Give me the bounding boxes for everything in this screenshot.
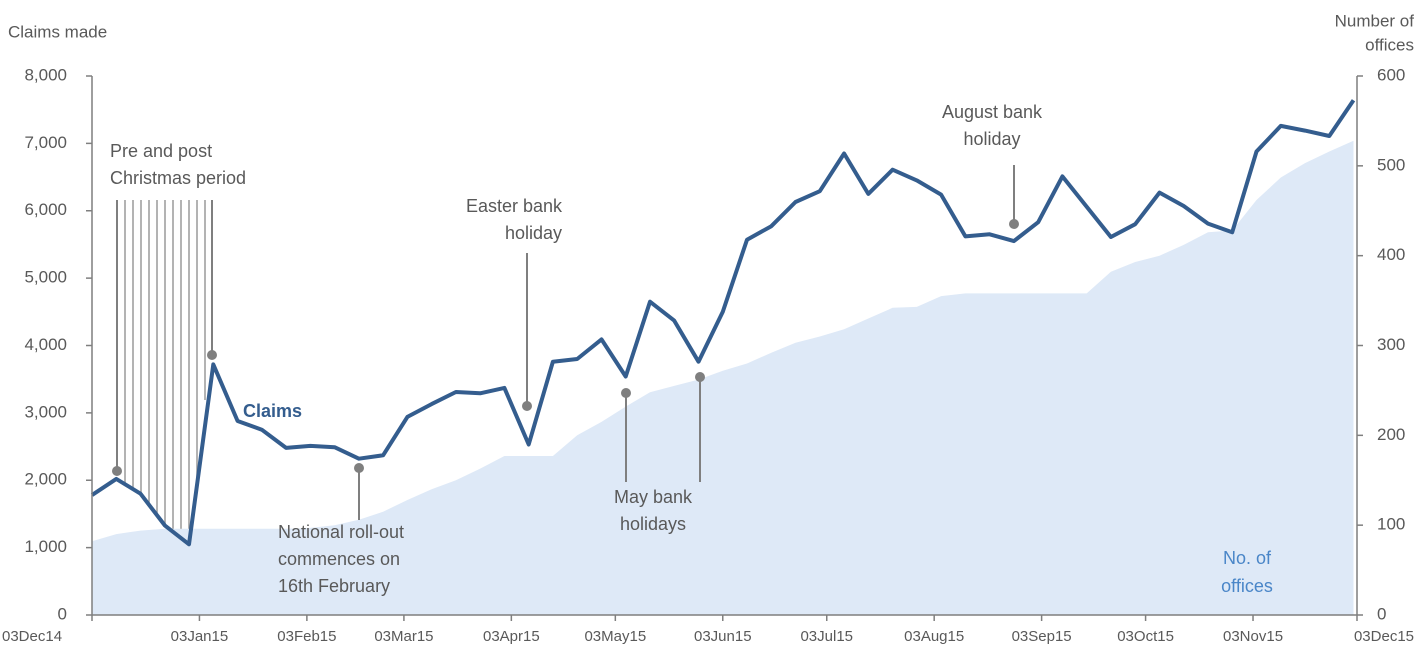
y-tick-label: 0 <box>58 604 67 623</box>
annotation-dot <box>621 388 631 398</box>
y-tick-label: 6,000 <box>24 200 67 219</box>
annotation: commences on <box>278 549 400 569</box>
y2-axis-title: offices <box>1365 35 1414 54</box>
x-tick-label: 03May15 <box>584 628 646 645</box>
y2-tick-label: 600 <box>1377 65 1405 84</box>
annotation: August bank <box>942 102 1043 122</box>
annotation: National roll-out <box>278 522 404 542</box>
y2-axis-title: Number of <box>1335 11 1415 30</box>
x-tick-label: 03Apr15 <box>483 628 540 645</box>
y-tick-label: 3,000 <box>24 402 67 421</box>
y-axis-title: Claims made <box>8 22 107 41</box>
y-tick-label: 5,000 <box>24 268 67 287</box>
annotation-dot <box>354 463 364 473</box>
annotation-dot <box>522 401 532 411</box>
line <box>90 99 1356 547</box>
annotation: Christmas period <box>110 168 246 188</box>
series-label: Claims <box>243 401 302 421</box>
x-tick-label: 03Jul15 <box>800 628 853 645</box>
y2-tick-label: 0 <box>1377 604 1386 623</box>
x-tick-label: 03Jan15 <box>171 628 229 645</box>
annotation: holiday <box>505 223 562 243</box>
annotation-dot <box>112 466 122 476</box>
annotation-dot <box>1009 219 1019 229</box>
annotation-dot <box>695 372 705 382</box>
annotation: holidays <box>620 514 686 534</box>
y2-tick-label: 400 <box>1377 245 1405 264</box>
annotation-dot <box>207 350 217 360</box>
area <box>92 140 1354 615</box>
y2-tick-label: 100 <box>1377 515 1405 534</box>
y2-tick-label: 200 <box>1377 425 1405 444</box>
series-label: offices <box>1221 576 1273 596</box>
x-tick-label: 03Dec14 <box>2 628 62 645</box>
annotation: Pre and post <box>110 141 212 161</box>
annotation: holiday <box>963 129 1020 149</box>
y-tick-label: 1,000 <box>24 537 67 556</box>
x-tick-label: 03Dec15 <box>1354 628 1414 645</box>
y2-tick-label: 500 <box>1377 155 1405 174</box>
x-tick-label: 03Jun15 <box>694 628 752 645</box>
x-tick-label: 03Nov15 <box>1223 628 1283 645</box>
x-tick-label: 03Oct15 <box>1117 628 1174 645</box>
annotation: May bank <box>614 487 693 507</box>
y2-tick-label: 300 <box>1377 335 1405 354</box>
annotation: 16th February <box>278 576 390 596</box>
y-tick-label: 4,000 <box>24 335 67 354</box>
x-tick-label: 03Mar15 <box>374 628 433 645</box>
y-tick-label: 2,000 <box>24 470 67 489</box>
x-tick-label: 03Feb15 <box>277 628 336 645</box>
annotation: Easter bank <box>466 196 563 216</box>
y-tick-label: 7,000 <box>24 133 67 152</box>
x-tick-label: 03Sep15 <box>1012 628 1072 645</box>
christmas-hatch <box>124 200 206 544</box>
y-tick-label: 8,000 <box>24 65 67 84</box>
x-tick-label: 03Aug15 <box>904 628 964 645</box>
series-label: No. of <box>1223 548 1272 568</box>
